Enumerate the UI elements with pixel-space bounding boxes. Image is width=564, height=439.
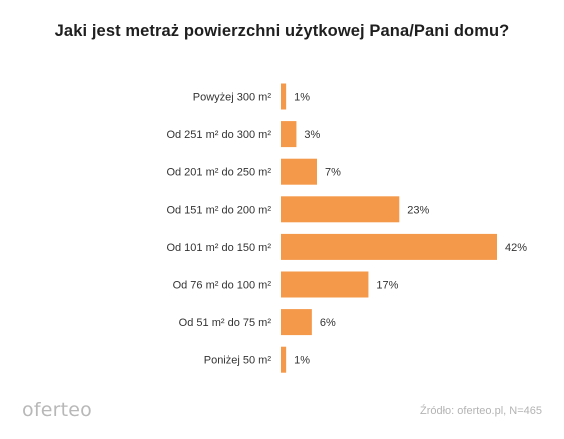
bar <box>281 271 369 298</box>
value-label: 1% <box>294 92 310 104</box>
value-label: 17% <box>376 280 398 292</box>
category-label: Od 51 m² do 75 m² <box>179 317 272 329</box>
bar <box>281 346 287 373</box>
bars-group: Powyżej 300 m² 1% Od 251 m² do 300 m² 3% Od … <box>166 83 527 373</box>
bar <box>281 233 497 260</box>
value-label: 23% <box>407 204 429 216</box>
value-label: 3% <box>304 129 320 141</box>
category-label: Poniżej 50 m² <box>204 355 272 367</box>
category-label: Od 151 m² do 200 m² <box>166 204 271 216</box>
bar <box>281 121 297 148</box>
value-label: 42% <box>505 242 527 254</box>
bar <box>281 83 287 110</box>
category-label: Od 251 m² do 300 m² <box>166 129 271 141</box>
source-note: Źródło: oferteo.pl, N=465 <box>420 405 542 417</box>
category-label: Od 76 m² do 100 m² <box>173 280 272 292</box>
bar <box>281 196 400 223</box>
category-label: Od 201 m² do 250 m² <box>166 167 271 179</box>
category-label: Powyżej 300 m² <box>193 92 272 104</box>
value-label: 7% <box>325 167 341 179</box>
value-label: 1% <box>294 355 310 367</box>
oferteo-logo: oferteo <box>22 399 92 421</box>
bar <box>281 309 312 336</box>
bar <box>281 158 317 185</box>
category-label: Od 101 m² do 150 m² <box>166 242 271 254</box>
value-label: 6% <box>320 317 336 329</box>
chart-title: Jaki jest metraż powierzchni użytkowej P… <box>54 22 510 40</box>
